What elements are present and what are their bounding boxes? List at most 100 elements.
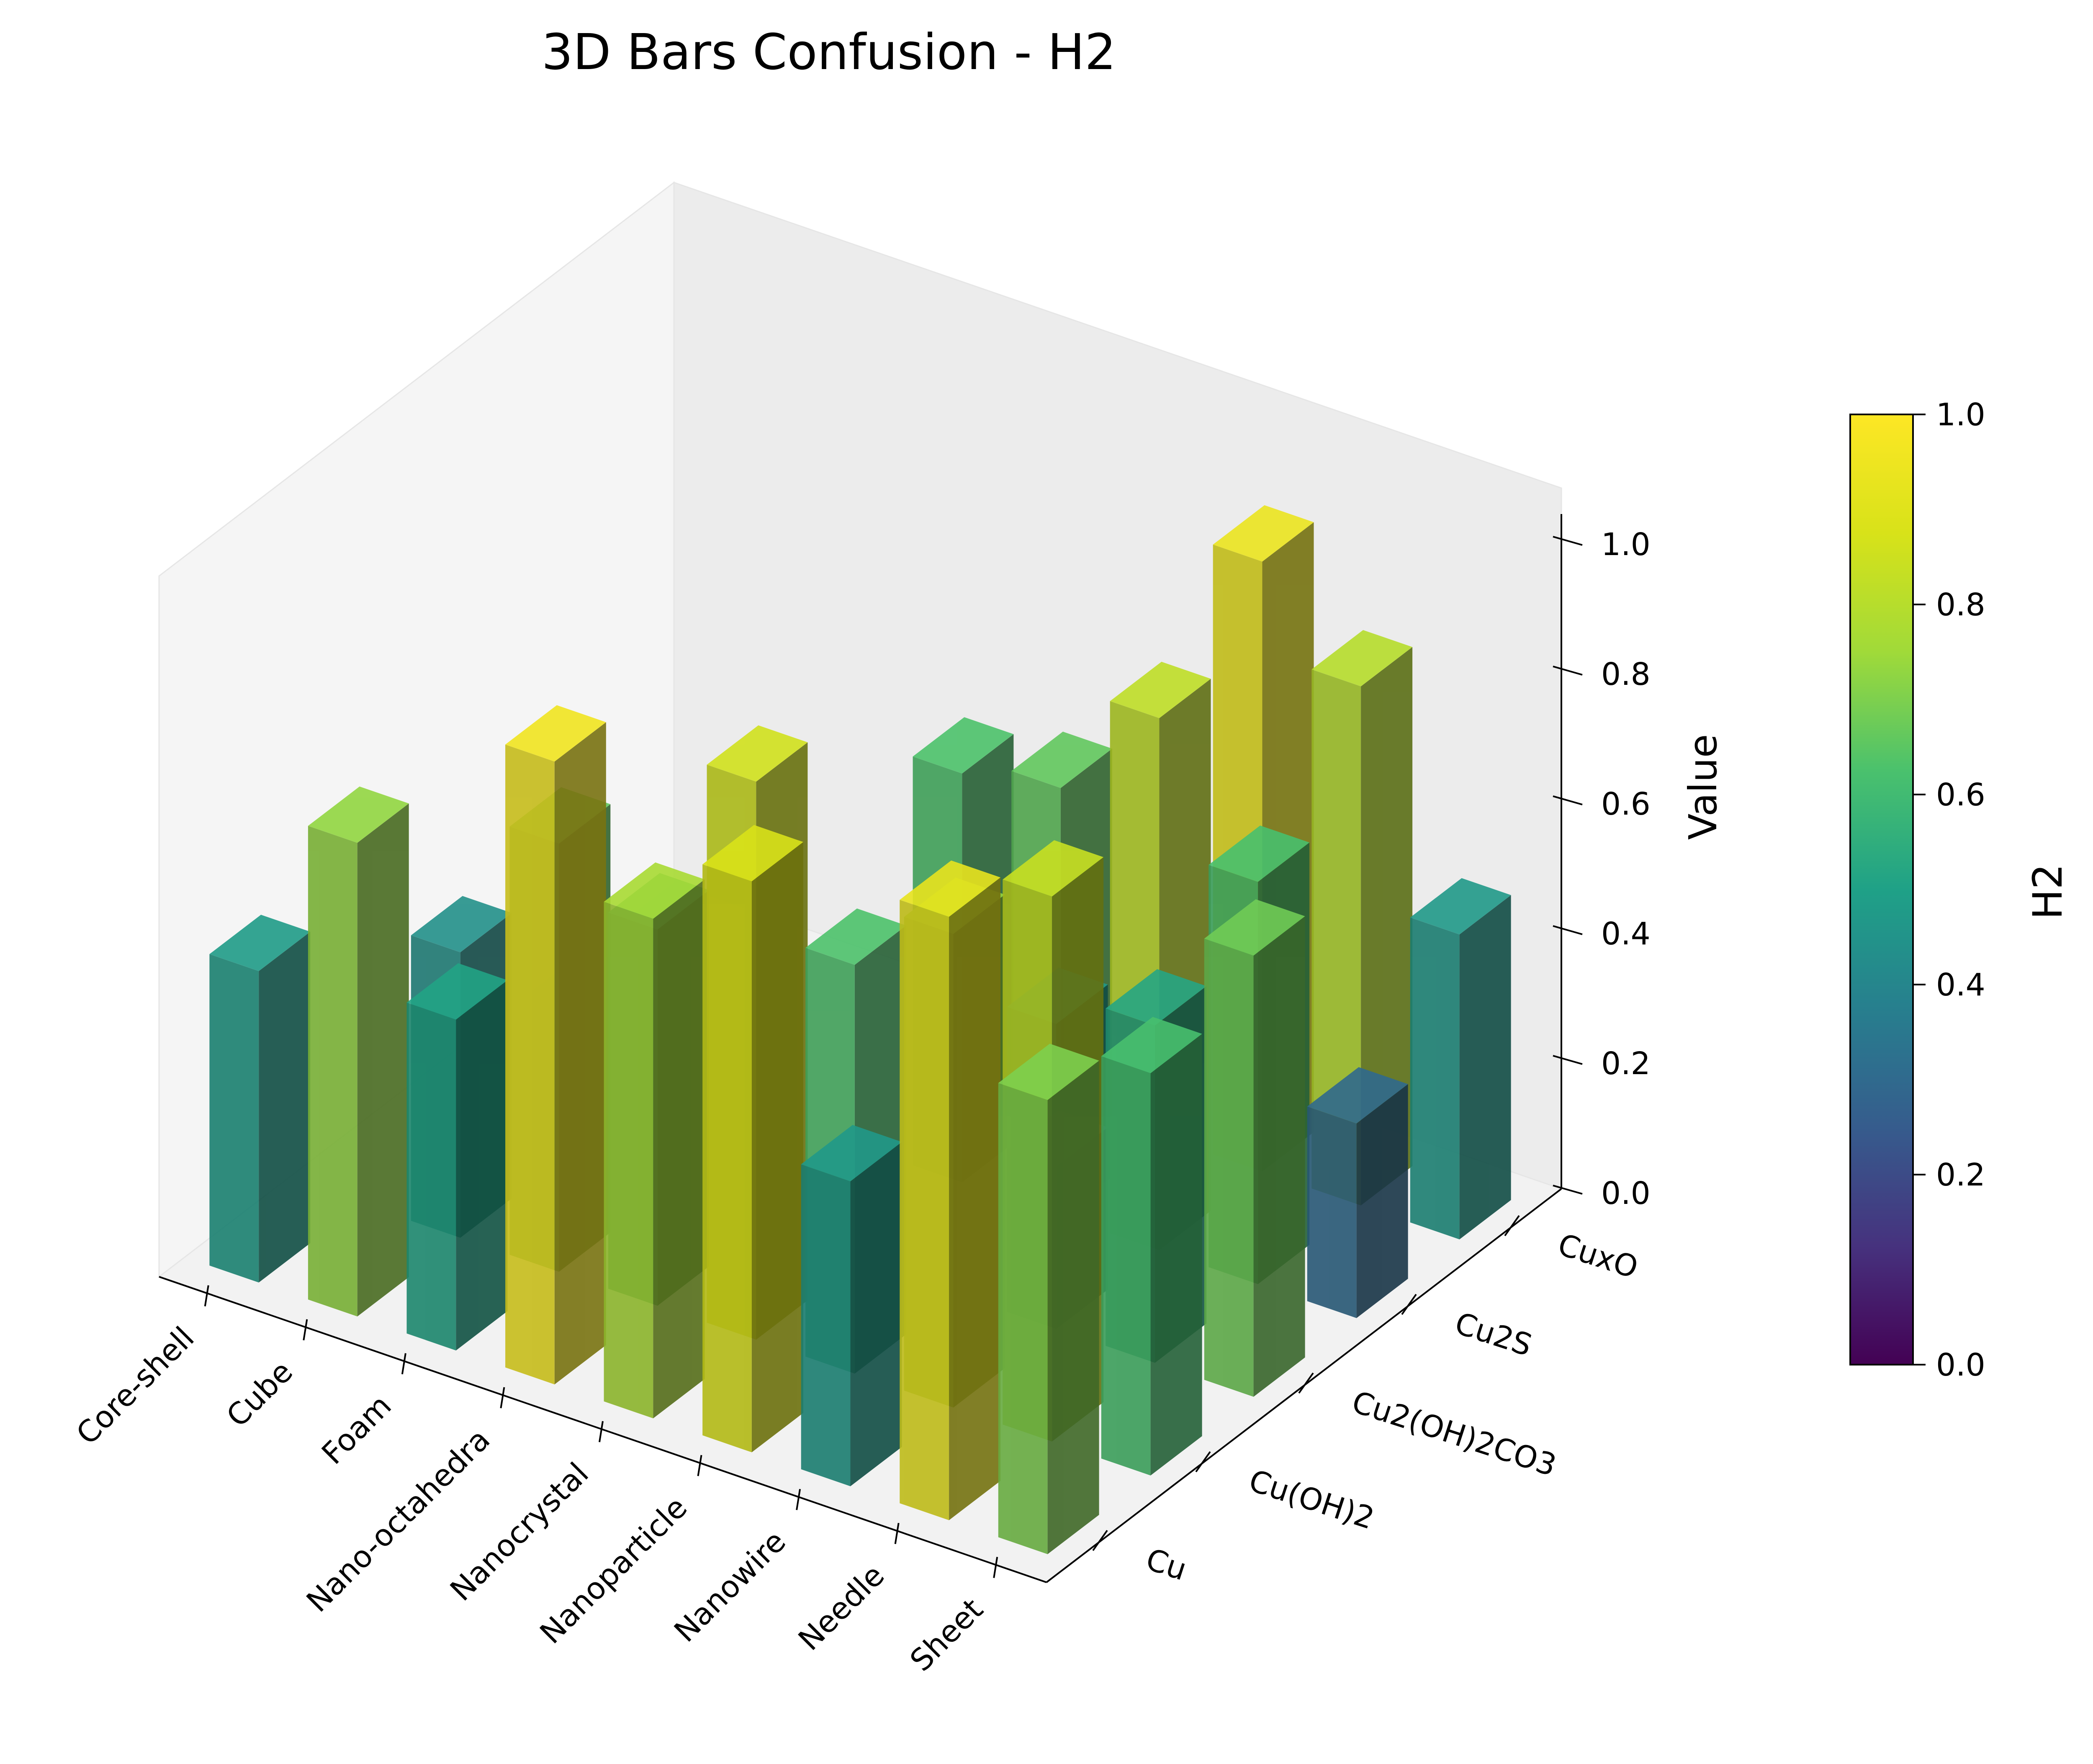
y-tick — [1195, 1451, 1211, 1473]
x-tick-label: Nanowire — [667, 1524, 792, 1649]
bar-side-face — [949, 877, 1001, 1520]
bar-top-face — [308, 786, 409, 843]
bar-top-face — [900, 860, 1001, 917]
bar-top-face — [209, 915, 311, 971]
x-tick — [204, 1285, 209, 1306]
bar-front-face — [1410, 917, 1460, 1239]
x-tick-label: Needle — [792, 1558, 891, 1657]
bar-Sheet-Cu2(OH)2CO3 — [1204, 899, 1305, 1397]
bars-group — [209, 505, 1511, 1554]
bar-Sheet-CuxO — [1410, 878, 1511, 1239]
z-tick — [1553, 666, 1583, 676]
colorbar-tick-label: 1.0 — [1936, 397, 1985, 433]
bar-top-face — [1003, 840, 1104, 897]
bar-top-face — [707, 725, 808, 782]
chart-title: 3D Bars Confusion - H2 — [542, 23, 1116, 81]
bar-side-face — [1150, 1034, 1202, 1476]
bar-top-face — [1307, 1067, 1408, 1124]
x-tick — [401, 1353, 406, 1375]
z-tick-label: 0.2 — [1601, 1046, 1651, 1082]
bar-top-face — [1213, 505, 1314, 562]
bar-top-face — [1106, 969, 1207, 1026]
colorbar-tick-label: 0.8 — [1936, 587, 1985, 623]
bar-Nano-octahedra-Cu — [505, 705, 606, 1385]
bar-front-face — [702, 864, 752, 1453]
bar-top-face — [805, 908, 906, 965]
x-tick — [796, 1489, 801, 1510]
bar-Sheet-Cu2S — [1307, 1067, 1408, 1318]
bar-top-face — [801, 1125, 902, 1181]
y-tick-label: Cu — [1142, 1541, 1191, 1587]
x-tick-label: Cube — [219, 1354, 299, 1434]
bar-top-face — [406, 963, 508, 1020]
y-tick-label: Cu(OH)2 — [1245, 1463, 1379, 1536]
x-tick-label: Nanocrystal — [443, 1456, 595, 1608]
bar-front-face — [1307, 1106, 1357, 1318]
bar-top-face — [1110, 661, 1211, 718]
bar-side-face — [653, 879, 705, 1419]
bar-side-face — [456, 980, 508, 1351]
bar-front-face — [209, 954, 259, 1283]
bar-Sheet-Cu — [998, 1044, 1099, 1554]
z-tick — [1553, 536, 1583, 546]
bar-Needle-CuxO — [1311, 630, 1413, 1206]
bar-side-face — [357, 803, 409, 1317]
bar-top-face — [1311, 630, 1413, 687]
bar-Nanowire-Cu — [801, 1125, 902, 1486]
x-tick-label: Sheet — [903, 1592, 990, 1678]
z-tick — [1553, 925, 1583, 935]
z-tick — [1553, 1055, 1583, 1065]
bar-front-face — [308, 825, 357, 1317]
x-tick — [993, 1557, 998, 1578]
bar-Sheet-Cu(OH)2 — [1101, 1017, 1202, 1476]
bar-Core-shell-Cu — [209, 915, 311, 1283]
bar-side-face — [751, 842, 803, 1453]
colorbar-tick-label: 0.0 — [1936, 1347, 1985, 1383]
colorbar-tick-label: 0.2 — [1936, 1157, 1985, 1193]
bar-top-face — [505, 705, 606, 762]
bar-top-face — [913, 717, 1014, 774]
z-tick — [1553, 1185, 1583, 1195]
x-tick — [303, 1319, 308, 1340]
x-axis-line — [159, 1276, 1047, 1583]
z-tick-label: 0.6 — [1601, 786, 1651, 822]
bar-front-face — [604, 902, 653, 1419]
z-tick-label: 0.8 — [1601, 656, 1651, 692]
x-tick — [894, 1523, 900, 1544]
bar-front-face — [1204, 939, 1254, 1397]
bar-side-face — [850, 1142, 902, 1486]
bar-front-face — [1311, 669, 1361, 1206]
y-tick — [1504, 1215, 1520, 1237]
y-tick — [1092, 1530, 1108, 1551]
bar-top-face — [1208, 825, 1310, 882]
bar-front-face — [801, 1164, 851, 1486]
y-tick-label: Cu2(OH)2CO3 — [1348, 1384, 1561, 1483]
bar-side-face — [259, 931, 311, 1283]
colorbar-tick-label: 0.4 — [1936, 967, 1985, 1003]
x-tick-label: Foam — [315, 1388, 398, 1471]
y-tick — [1298, 1372, 1314, 1394]
bar-side-face — [1459, 895, 1511, 1239]
bar-top-face — [998, 1044, 1099, 1100]
x-tick — [697, 1455, 702, 1476]
bar-front-face — [900, 900, 949, 1520]
bar-Nanocrystal-Cu — [604, 862, 705, 1419]
bar-top-face — [1410, 878, 1511, 935]
y-tick-label: Cu2S — [1451, 1305, 1536, 1363]
bar-top-face — [411, 896, 512, 952]
colorbar-bar — [1849, 414, 1914, 1365]
x-tick — [599, 1421, 604, 1443]
colorbar: H2 0.0 0.2 0.4 0.6 0.8 1.0 — [1849, 397, 2071, 1383]
z-tick-label: 0.0 — [1601, 1175, 1651, 1211]
y-tick-label: CuxO — [1554, 1227, 1643, 1285]
bar-front-face — [406, 1003, 456, 1351]
z-tick-label: 0.4 — [1601, 916, 1651, 952]
bar-top-face — [604, 862, 705, 919]
bar-top-face — [1011, 731, 1112, 788]
bar-side-face — [1253, 916, 1305, 1397]
x-tick-label: Core-shell — [69, 1320, 201, 1451]
z-tick — [1553, 795, 1583, 805]
bar-Cube-Cu — [308, 786, 409, 1317]
